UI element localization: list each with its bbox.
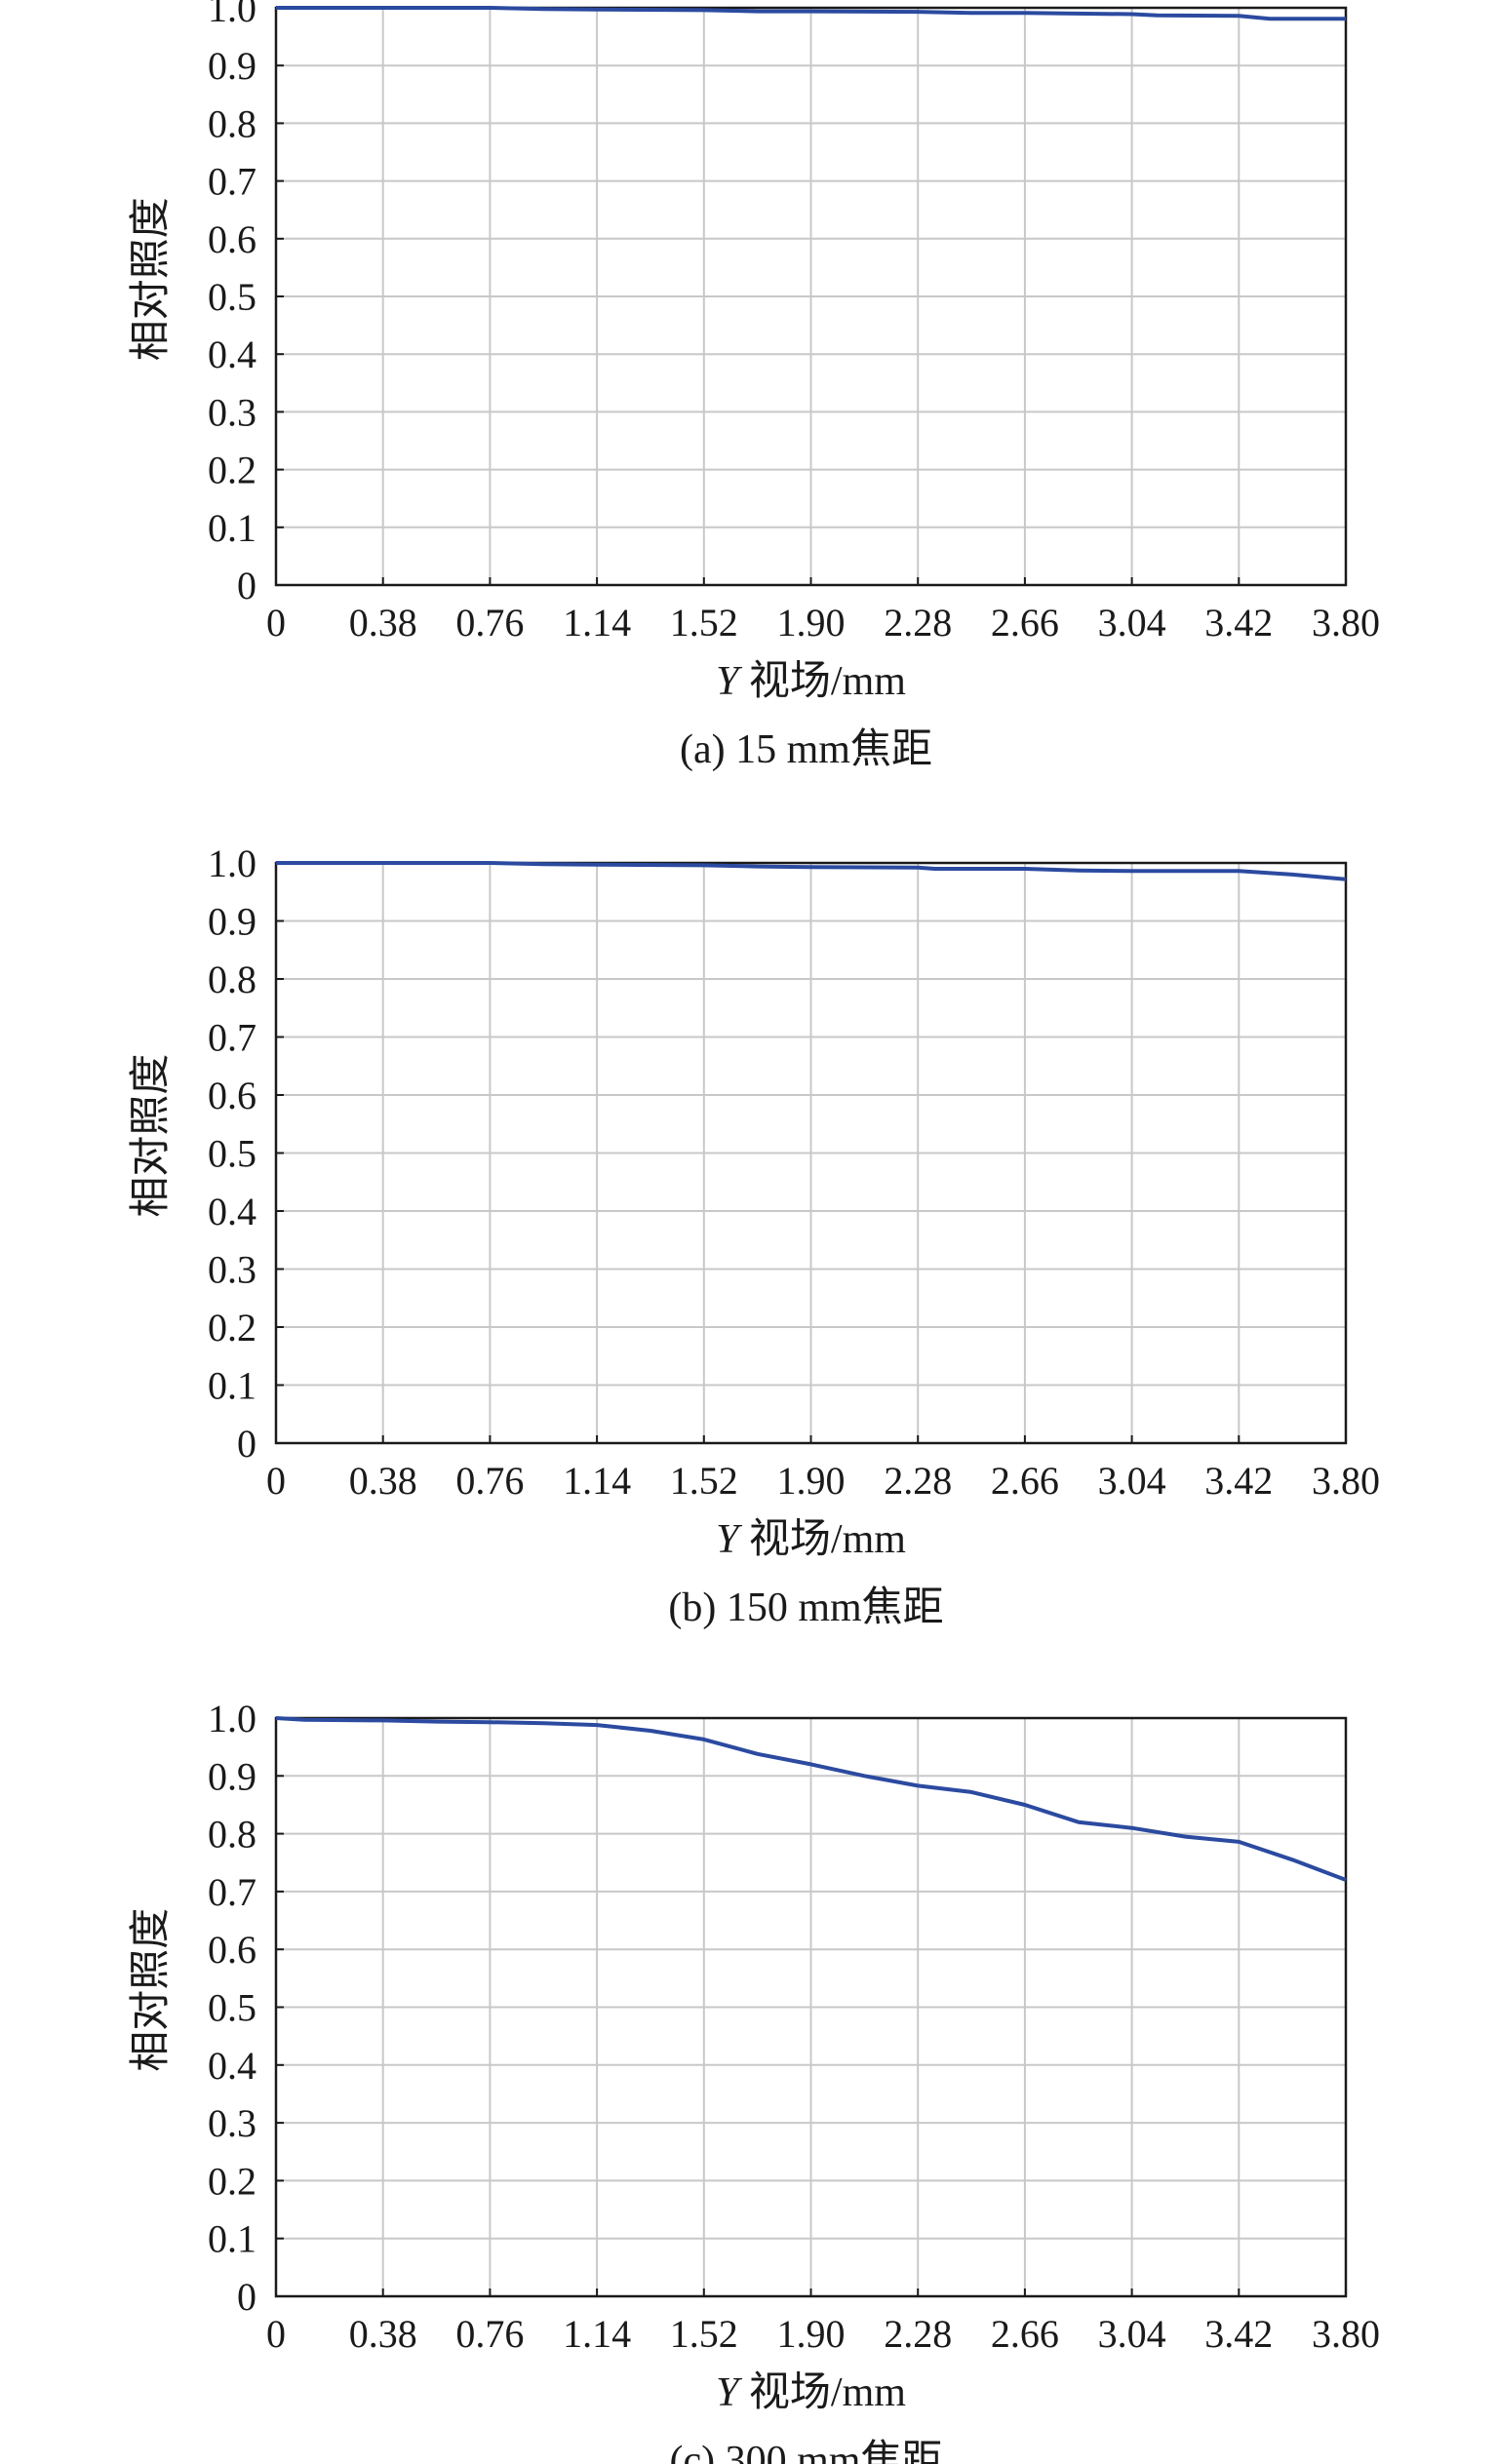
- y-tick-label: 0.8: [208, 1813, 256, 1857]
- x-tick-label: 3.04: [1098, 1459, 1166, 1503]
- x-tick-label: 3.80: [1312, 1459, 1380, 1503]
- x-tick-label: 3.04: [1098, 601, 1166, 645]
- x-tick-label: 3.80: [1312, 2312, 1380, 2356]
- x-tick-label: 0.38: [349, 1459, 417, 1503]
- x-axis-variable: Y: [716, 659, 743, 704]
- y-tick-label: 0.4: [208, 2044, 256, 2088]
- x-tick-label: 3.42: [1204, 1459, 1273, 1503]
- y-tick-label: 1.0: [208, 841, 256, 885]
- y-tick-label: 1.0: [208, 0, 256, 30]
- x-tick-label: 1.52: [670, 2312, 738, 2356]
- y-tick-label: 0.5: [208, 1986, 256, 2030]
- y-tick-label: 0.3: [208, 390, 256, 434]
- x-tick-label: 1.90: [777, 601, 846, 645]
- x-axis-unit-text: 视场/mm: [738, 1517, 906, 1562]
- x-tick-label: 2.28: [884, 1459, 952, 1503]
- y-tick-label: 0.6: [208, 1074, 256, 1117]
- x-tick-label: 0.38: [349, 2312, 417, 2356]
- y-tick-label: 0.9: [208, 44, 256, 88]
- x-tick-label: 2.66: [991, 601, 1059, 645]
- x-axis-variable: Y: [716, 1517, 743, 1562]
- x-tick-label: 3.42: [1204, 2312, 1273, 2356]
- x-axis-label: Y 视场/mm: [716, 2370, 906, 2415]
- x-tick-label: 0: [266, 1459, 286, 1503]
- x-tick-label: 0.76: [455, 2312, 524, 2356]
- x-tick-label: 1.14: [563, 601, 631, 645]
- y-axis-label: 相对照度: [129, 197, 174, 361]
- x-tick-label: 2.66: [991, 1459, 1059, 1503]
- x-axis-label: Y 视场/mm: [716, 659, 906, 704]
- y-tick-label: 0.2: [208, 449, 256, 492]
- y-tick-label: 0: [237, 564, 256, 607]
- x-tick-label: 1.90: [777, 1459, 846, 1503]
- y-tick-label: 0.1: [208, 1364, 256, 1408]
- y-tick-label: 0.3: [208, 2101, 256, 2145]
- series-line: [276, 6, 1346, 21]
- x-tick-label: 1.52: [670, 1459, 738, 1503]
- x-tick-label: 3.42: [1204, 601, 1273, 645]
- y-tick-label: 0.7: [208, 1016, 256, 1060]
- x-axis-variable: Y: [716, 2370, 743, 2415]
- y-tick-label: 0.6: [208, 1928, 256, 1972]
- x-tick-label: 2.66: [991, 2312, 1059, 2356]
- figure-caption: (b) 150 mm焦距: [668, 1585, 943, 1630]
- y-tick-label: 0.9: [208, 900, 256, 944]
- figure-caption: (c) 300 mm焦距: [670, 2439, 943, 2464]
- y-axis-label: 相对照度: [129, 1908, 174, 2072]
- x-tick-label: 0: [266, 2312, 286, 2356]
- x-tick-label: 1.52: [670, 601, 738, 645]
- y-tick-label: 0.1: [208, 2217, 256, 2261]
- x-tick-label: 3.04: [1098, 2312, 1166, 2356]
- y-tick-label: 0.1: [208, 506, 256, 550]
- y-tick-label: 0.5: [208, 275, 256, 319]
- x-tick-label: 0.76: [455, 1459, 524, 1503]
- y-tick-label: 0: [237, 1422, 256, 1466]
- x-axis-unit-text: 视场/mm: [738, 659, 906, 704]
- series-line: [276, 861, 1347, 881]
- chart-panel-1: 0 0.38 0.76 1.14 1.52 1.90 2.28 2.66 3.04 3.42 3.8…: [129, 0, 1380, 772]
- y-tick-label: 0.9: [208, 1754, 256, 1798]
- y-tick-label: 0.8: [208, 958, 256, 1001]
- x-tick-label: 1.14: [563, 1459, 631, 1503]
- x-tick-label: 1.14: [563, 2312, 631, 2356]
- y-tick-label: 0.7: [208, 1870, 256, 1914]
- x-tick-label: 1.90: [777, 2312, 846, 2356]
- x-tick-label: 2.28: [884, 601, 952, 645]
- y-tick-label: 0.3: [208, 1248, 256, 1292]
- y-tick-label: 0.4: [208, 332, 256, 376]
- y-tick-label: 0: [237, 2275, 256, 2319]
- x-tick-label: 0.76: [455, 601, 524, 645]
- x-tick-label: 2.28: [884, 2312, 952, 2356]
- x-tick-label: 0: [266, 601, 286, 645]
- x-axis-unit-text: 视场/mm: [738, 2370, 906, 2415]
- y-tick-label: 0.6: [208, 217, 256, 261]
- y-tick-label: 0.8: [208, 101, 256, 145]
- figure-caption: (a) 15 mm焦距: [680, 727, 932, 772]
- y-tick-label: 0.4: [208, 1190, 256, 1233]
- y-tick-label: 0.2: [208, 1306, 256, 1349]
- series-line: [275, 1716, 1347, 1882]
- y-tick-label: 1.0: [208, 1697, 256, 1740]
- x-tick-label: 3.80: [1312, 601, 1380, 645]
- x-tick-label: 0.38: [349, 601, 417, 645]
- y-axis-label: 相对照度: [129, 1054, 174, 1218]
- x-axis-label: Y 视场/mm: [716, 1517, 906, 1562]
- y-tick-label: 0.5: [208, 1132, 256, 1176]
- chart-panel-3: 0 0.38 0.76 1.14 1.52 1.90 2.28 2.66 3.04 3.42 3.8…: [129, 1697, 1380, 2464]
- y-tick-label: 0.7: [208, 160, 256, 204]
- y-tick-label: 0.2: [208, 2159, 256, 2203]
- chart-panel-2: 0 0.38 0.76 1.14 1.52 1.90 2.28 2.66 3.04 3.42 3.8…: [129, 841, 1380, 1630]
